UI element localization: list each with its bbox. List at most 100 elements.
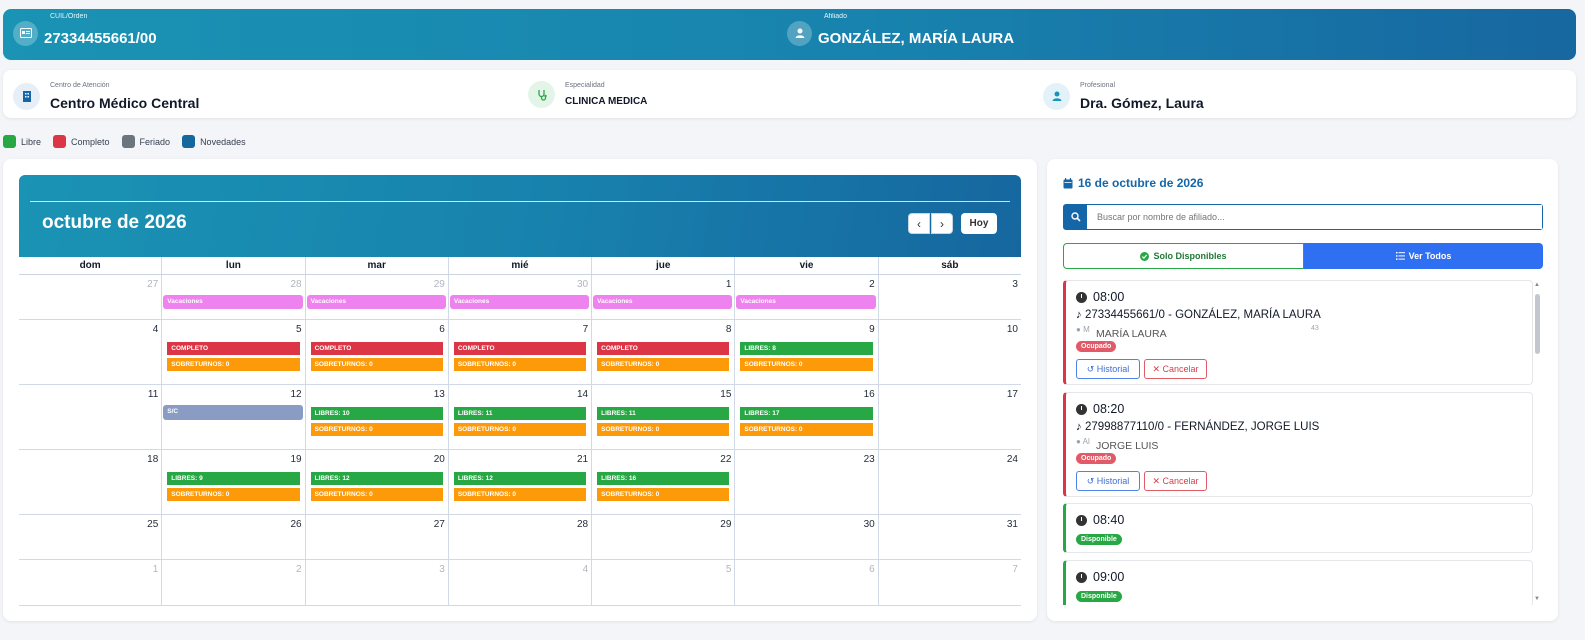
- calendar-day[interactable]: 22 LIBRES: 16 SOBRETURNOS: 0: [592, 450, 736, 514]
- event-sobreturnos[interactable]: SOBRETURNOS: 0: [597, 423, 730, 436]
- calendar-day[interactable]: 24: [879, 450, 1021, 514]
- calendar-day[interactable]: 28 Vacaciones: [162, 275, 306, 319]
- calendar-day[interactable]: 14 LIBRES: 11 SOBRETURNOS: 0: [449, 385, 593, 449]
- appointment-slot[interactable]: 08:40 Disponible: [1063, 503, 1533, 553]
- scroll-up-icon[interactable]: ▲: [1534, 282, 1540, 288]
- event-sobreturnos[interactable]: SOBRETURNOS: 0: [310, 423, 443, 436]
- event-status[interactable]: LIBRES: 9: [167, 472, 300, 485]
- calendar-day[interactable]: 2: [162, 560, 306, 605]
- calendar-day[interactable]: 8 COMPLETO SOBRETURNOS: 0: [592, 320, 736, 384]
- music-note-icon: ♪: [1076, 309, 1082, 321]
- cancelar-button[interactable]: ✕ Cancelar: [1144, 471, 1207, 491]
- calendar-day[interactable]: 27: [19, 275, 163, 319]
- event-status[interactable]: COMPLETO: [597, 342, 730, 355]
- clock-icon: [1076, 571, 1087, 583]
- event-sobreturnos[interactable]: SOBRETURNOS: 0: [740, 358, 873, 371]
- appointment-slot[interactable]: 08:00 ♪ 27334455661/0 - GONZÁLEZ, MARÍA …: [1063, 280, 1533, 385]
- calendar-day[interactable]: 15 LIBRES: 11 SOBRETURNOS: 0: [592, 385, 736, 449]
- event-sobreturnos[interactable]: SOBRETURNOS: 0: [167, 488, 300, 501]
- calendar-day[interactable]: 19 LIBRES: 9 SOBRETURNOS: 0: [162, 450, 306, 514]
- event-sobreturnos[interactable]: SOBRETURNOS: 0: [167, 358, 300, 371]
- event-status[interactable]: LIBRES: 12: [453, 472, 587, 485]
- event-sobreturnos[interactable]: SOBRETURNOS: 0: [740, 423, 873, 436]
- calendar-day[interactable]: 4: [19, 320, 163, 384]
- event-sobreturnos[interactable]: SOBRETURNOS: 0: [310, 358, 443, 371]
- calendar-day[interactable]: 7: [879, 560, 1021, 605]
- prev-month-button[interactable]: ‹: [908, 213, 930, 234]
- calendar-day[interactable]: 4: [449, 560, 593, 605]
- calendar-day[interactable]: 26: [162, 515, 306, 559]
- appointment-slot[interactable]: 09:00 Disponible: [1063, 560, 1533, 605]
- event-vacaciones[interactable]: Vacaciones: [163, 295, 303, 309]
- scroll-down-icon[interactable]: ▼: [1534, 596, 1540, 602]
- calendar-day[interactable]: 1: [19, 560, 163, 605]
- event-status[interactable]: COMPLETO: [310, 342, 443, 355]
- calendar-day[interactable]: 27: [306, 515, 449, 559]
- calendar-day[interactable]: 12 S/C: [162, 385, 306, 449]
- day-number: 23: [863, 454, 875, 465]
- calendar-day[interactable]: 21 LIBRES: 12 SOBRETURNOS: 0: [449, 450, 593, 514]
- calendar-day[interactable]: 3: [306, 560, 449, 605]
- legend-label: Libre: [21, 136, 42, 147]
- calendar-day[interactable]: 17: [879, 385, 1021, 449]
- event-sc[interactable]: S/C: [163, 405, 303, 420]
- calendar-week: 25 26 27 28 29 30 31: [19, 515, 1021, 560]
- calendar-day[interactable]: 16 LIBRES: 17 SOBRETURNOS: 0: [735, 385, 879, 449]
- event-sobreturnos[interactable]: SOBRETURNOS: 0: [597, 488, 730, 501]
- calendar-day[interactable]: 3: [879, 275, 1021, 319]
- solo-disponibles-button[interactable]: Solo Disponibles: [1063, 243, 1304, 269]
- event-sobreturnos[interactable]: SOBRETURNOS: 0: [453, 488, 587, 501]
- calendar-day[interactable]: 18: [19, 450, 163, 514]
- calendar-day[interactable]: 30 Vacaciones: [449, 275, 593, 319]
- event-status[interactable]: COMPLETO: [167, 342, 300, 355]
- calendar-day[interactable]: 5 COMPLETO SOBRETURNOS: 0: [162, 320, 306, 384]
- event-sobreturnos[interactable]: SOBRETURNOS: 0: [310, 488, 443, 501]
- next-month-button[interactable]: ›: [931, 213, 953, 234]
- calendar-day[interactable]: 28: [449, 515, 593, 559]
- music-note-icon: ♪: [1076, 421, 1082, 433]
- event-status[interactable]: LIBRES: 8: [740, 342, 873, 355]
- scrollbar-thumb[interactable]: [1535, 294, 1540, 354]
- event-vacaciones[interactable]: Vacaciones: [449, 295, 590, 309]
- search-icon[interactable]: [1064, 205, 1087, 229]
- event-status[interactable]: COMPLETO: [453, 342, 587, 355]
- cancelar-button[interactable]: ✕ Cancelar: [1144, 359, 1207, 379]
- calendar-day[interactable]: 23: [735, 450, 879, 514]
- calendar-day[interactable]: 20 LIBRES: 12 SOBRETURNOS: 0: [306, 450, 449, 514]
- calendar-day[interactable]: 5: [592, 560, 736, 605]
- calendar-day[interactable]: 29: [592, 515, 736, 559]
- status-badge: Ocupado: [1076, 341, 1117, 352]
- calendar-day[interactable]: 9 LIBRES: 8 SOBRETURNOS: 0: [735, 320, 879, 384]
- historial-button[interactable]: ↺ Historial: [1076, 359, 1140, 379]
- event-vacaciones[interactable]: Vacaciones: [593, 295, 733, 309]
- event-sobreturnos[interactable]: SOBRETURNOS: 0: [453, 423, 587, 436]
- event-status[interactable]: LIBRES: 11: [597, 407, 730, 420]
- event-sobreturnos[interactable]: SOBRETURNOS: 0: [597, 358, 730, 371]
- ver-todos-button[interactable]: Ver Todos: [1304, 243, 1543, 269]
- calendar-day[interactable]: 6 COMPLETO SOBRETURNOS: 0: [306, 320, 449, 384]
- calendar-day[interactable]: 2 Vacaciones: [735, 275, 879, 319]
- event-vacaciones[interactable]: Vacaciones: [736, 295, 876, 309]
- today-button[interactable]: Hoy: [961, 213, 997, 234]
- calendar-day[interactable]: 1 Vacaciones: [592, 275, 736, 319]
- event-vacaciones[interactable]: Vacaciones: [306, 295, 446, 309]
- calendar-day[interactable]: 25: [19, 515, 163, 559]
- calendar-day[interactable]: 7 COMPLETO SOBRETURNOS: 0: [449, 320, 593, 384]
- calendar-day[interactable]: 11: [19, 385, 163, 449]
- event-status[interactable]: LIBRES: 11: [453, 407, 587, 420]
- legend: Libre Completo Feriado Novedades: [3, 135, 258, 148]
- calendar-day[interactable]: 29 Vacaciones: [306, 275, 449, 319]
- search-input[interactable]: [1087, 205, 1542, 229]
- calendar-day[interactable]: 30: [735, 515, 879, 559]
- calendar-day[interactable]: 31: [879, 515, 1021, 559]
- appointment-slot[interactable]: 08:20 ♪ 27998877110/0 - FERNÁNDEZ, JORGE…: [1063, 392, 1533, 497]
- event-status[interactable]: LIBRES: 17: [740, 407, 873, 420]
- event-sobreturnos[interactable]: SOBRETURNOS: 0: [453, 358, 587, 371]
- historial-button[interactable]: ↺ Historial: [1076, 471, 1140, 491]
- event-status[interactable]: LIBRES: 12: [310, 472, 443, 485]
- calendar-day[interactable]: 6: [735, 560, 879, 605]
- event-status[interactable]: LIBRES: 10: [310, 407, 443, 420]
- event-status[interactable]: LIBRES: 16: [597, 472, 730, 485]
- calendar-day[interactable]: 10: [879, 320, 1021, 384]
- calendar-day[interactable]: 13 LIBRES: 10 SOBRETURNOS: 0: [306, 385, 449, 449]
